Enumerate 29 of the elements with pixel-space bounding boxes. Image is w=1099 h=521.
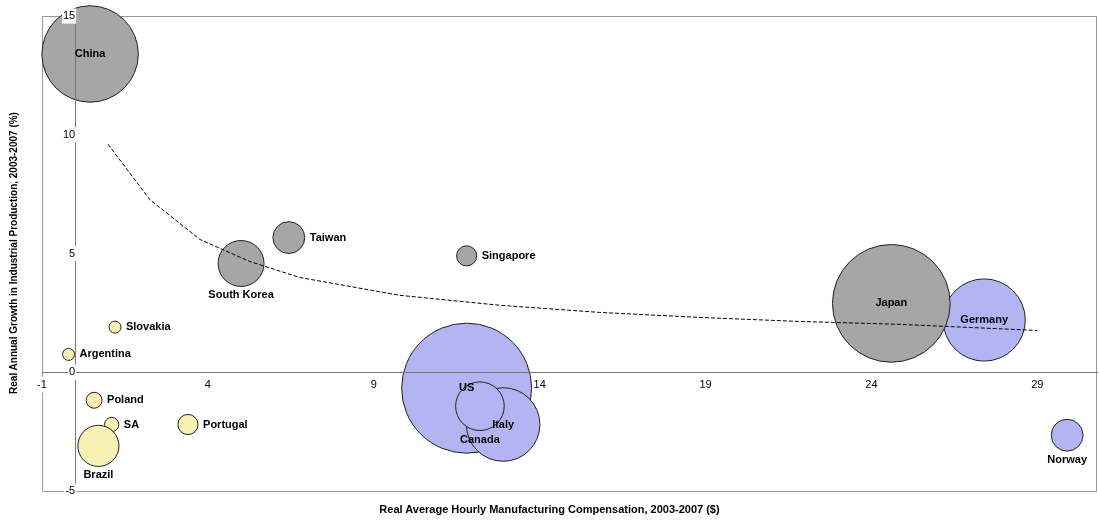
annotation: Germany	[960, 313, 1009, 326]
x-tick-label: 9	[370, 377, 377, 390]
annotation: South Korea	[208, 288, 275, 301]
annotation: Brazil	[83, 468, 114, 481]
y-tick-label: 5	[69, 246, 76, 259]
annotation: Japan	[875, 296, 908, 309]
annotation: Slovakia	[125, 320, 172, 333]
annotation: Taiwan	[309, 230, 347, 243]
x-axis-title: Real Average Hourly Manufacturing Compensation, 2003-2007 ($)	[378, 503, 721, 515]
annotation: Poland	[107, 393, 144, 406]
annotation: Singapore	[481, 248, 536, 261]
annotation: Norway	[1047, 453, 1088, 466]
x-tick-label: 29	[1031, 377, 1044, 390]
annotation: Argentina	[79, 347, 132, 360]
y-tick-label: 0	[69, 365, 76, 378]
line-series	[107, 143, 1038, 331]
x-tick-label: -1	[37, 377, 47, 390]
annotation: Portugal	[203, 417, 248, 430]
x-tick-label: 24	[865, 377, 878, 390]
annotation: China	[74, 47, 107, 60]
y-tick-label: -5	[65, 484, 76, 497]
x-tick-label: 4	[204, 377, 211, 390]
y-axis-title: Real Annual Growth in Industrial Production, 2003-2007 (%)	[7, 112, 19, 394]
x-tick-label: 19	[699, 377, 712, 390]
y-tick-label: 10	[62, 127, 76, 140]
annotation: Canada	[460, 432, 501, 445]
x-tick-label: 14	[533, 377, 546, 390]
y-tick-label: 15	[62, 9, 76, 22]
annotation: SA	[123, 417, 140, 430]
